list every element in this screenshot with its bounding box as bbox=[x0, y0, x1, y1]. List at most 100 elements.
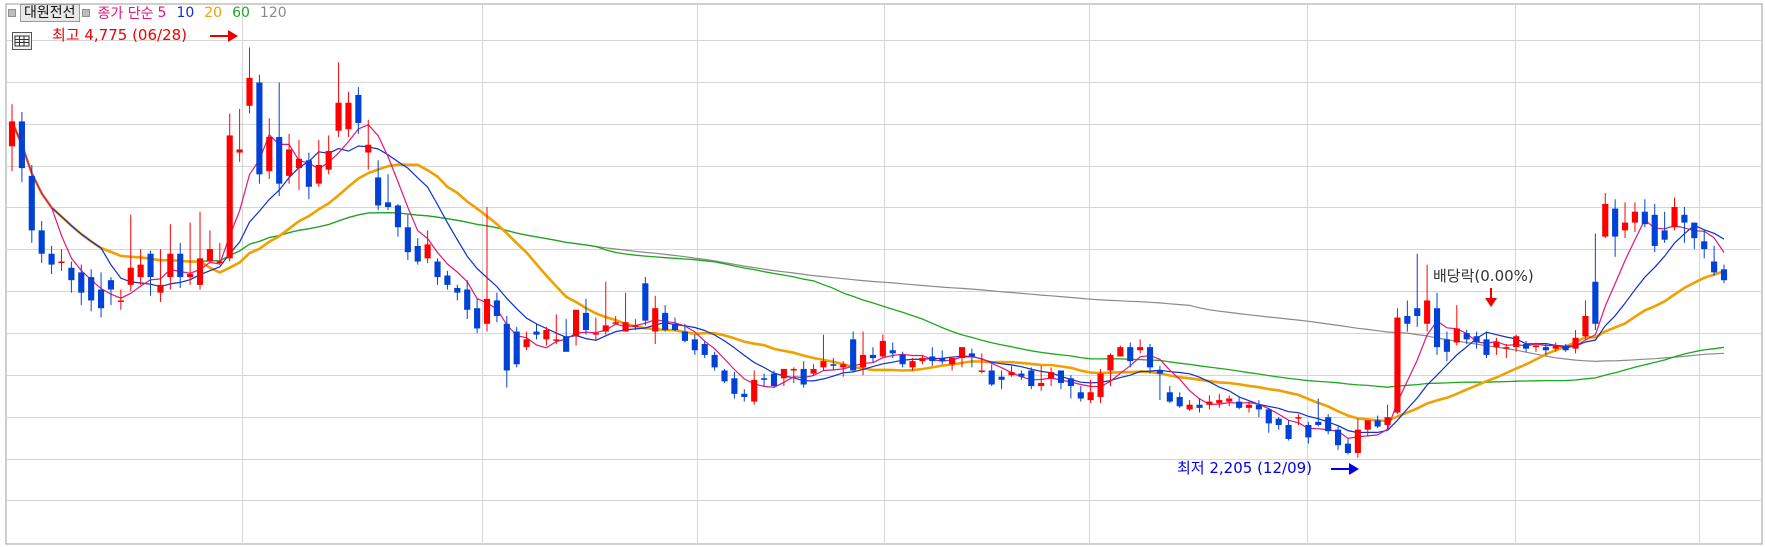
indicator-legend: 대원전선 종가 단순 5 10 20 60 120 bbox=[6, 4, 287, 22]
candle-body bbox=[444, 275, 451, 285]
candle-body bbox=[1008, 372, 1015, 376]
candle-body bbox=[48, 253, 55, 265]
candle-body bbox=[1176, 396, 1183, 407]
candle-body bbox=[127, 267, 134, 285]
table-view-icon[interactable] bbox=[12, 32, 32, 50]
low-arrow-icon bbox=[1331, 461, 1359, 480]
candle-body bbox=[226, 135, 233, 259]
candle-body bbox=[1146, 347, 1154, 368]
candle-body bbox=[988, 370, 995, 385]
candle-body bbox=[582, 312, 590, 331]
candle-body bbox=[1048, 372, 1055, 379]
candle-body bbox=[1473, 336, 1480, 343]
candle-body bbox=[622, 322, 629, 332]
candle-body bbox=[266, 136, 273, 172]
candle-body bbox=[404, 227, 411, 253]
candle-body bbox=[1483, 339, 1490, 355]
candle-body bbox=[761, 378, 768, 380]
candle-body bbox=[1572, 337, 1579, 349]
candle-body bbox=[58, 261, 65, 264]
candle-body bbox=[602, 325, 609, 332]
candle-body bbox=[859, 354, 867, 368]
candle-body bbox=[1404, 315, 1411, 324]
candle-body bbox=[1592, 281, 1599, 324]
candle-body bbox=[1414, 308, 1421, 316]
candle-body bbox=[1067, 378, 1074, 387]
ma-type-label[interactable]: 종가 단순 bbox=[97, 6, 154, 22]
ma10-legend[interactable]: 10 bbox=[176, 5, 195, 21]
candle-body bbox=[1018, 373, 1025, 377]
candle-body bbox=[256, 82, 263, 175]
candle-body bbox=[1097, 373, 1104, 397]
candle-body bbox=[1354, 429, 1361, 453]
candle-body bbox=[681, 331, 688, 341]
ma60-line bbox=[11, 121, 1725, 388]
candle-body bbox=[18, 121, 25, 169]
candle-body bbox=[1602, 203, 1609, 237]
candle-body bbox=[493, 300, 500, 316]
candle-body bbox=[68, 267, 75, 281]
low-price-label: 최저 2,205 (12/09) bbox=[1177, 459, 1313, 477]
candle-body bbox=[8, 121, 16, 147]
candle-body bbox=[355, 94, 362, 123]
candle-body bbox=[1285, 424, 1292, 439]
candle-body bbox=[879, 340, 886, 357]
candle-body bbox=[1651, 214, 1658, 246]
candle-body bbox=[632, 325, 639, 327]
candle-body bbox=[671, 323, 679, 331]
symbol-name-button[interactable]: 대원전선 bbox=[20, 4, 80, 22]
candle-body bbox=[1275, 418, 1282, 425]
ma-settings-icon[interactable] bbox=[81, 9, 90, 17]
dividend-label: 배당락(0.00%) bbox=[1433, 267, 1534, 285]
candle-body bbox=[1127, 347, 1134, 362]
candle-body bbox=[998, 376, 1005, 380]
ma60-legend[interactable]: 60 bbox=[232, 5, 250, 21]
candle-body bbox=[38, 230, 45, 254]
candle-body bbox=[1196, 404, 1203, 408]
candle-body bbox=[770, 373, 778, 387]
settings-handle-icon[interactable] bbox=[8, 9, 16, 17]
candle-body bbox=[1344, 443, 1352, 453]
candle-body bbox=[375, 177, 382, 206]
candle-body bbox=[286, 149, 293, 176]
candle-body bbox=[1117, 347, 1124, 357]
candle-body bbox=[88, 277, 95, 301]
candle-body bbox=[553, 339, 560, 341]
candle-body bbox=[206, 249, 213, 262]
candle-body bbox=[780, 368, 787, 379]
candle-body bbox=[1057, 370, 1065, 383]
candle-body bbox=[434, 261, 441, 278]
candle-body bbox=[1206, 401, 1213, 405]
ma5-legend[interactable]: 5 bbox=[157, 5, 167, 21]
candle-body bbox=[949, 358, 956, 365]
candle-body bbox=[543, 330, 550, 340]
candle-body bbox=[573, 309, 580, 337]
candle-body bbox=[1532, 345, 1540, 348]
candle-body bbox=[1236, 401, 1243, 408]
candle-body bbox=[513, 331, 520, 365]
candle-body bbox=[1711, 261, 1718, 273]
candle-body bbox=[414, 245, 421, 262]
candle-body bbox=[840, 364, 847, 368]
high-price-label: 최고 4,775 (06/28) bbox=[52, 26, 188, 44]
candle-body bbox=[929, 356, 936, 362]
candle-body bbox=[751, 379, 758, 402]
candle-body bbox=[1226, 398, 1233, 402]
candle-body bbox=[810, 368, 817, 374]
candle-body bbox=[483, 298, 491, 324]
candle-body bbox=[1186, 404, 1193, 410]
candle-body bbox=[889, 350, 896, 354]
candle-body bbox=[1424, 300, 1431, 324]
ma20-line bbox=[10, 120, 1725, 423]
candle-body bbox=[1325, 417, 1332, 432]
candle-body bbox=[711, 354, 718, 368]
ma20-legend[interactable]: 20 bbox=[204, 5, 223, 21]
candle-body bbox=[1077, 392, 1084, 399]
candle-body bbox=[97, 289, 105, 309]
candle-body bbox=[721, 370, 728, 382]
candle-body bbox=[325, 150, 332, 170]
candle-body bbox=[1334, 429, 1342, 446]
candle-body bbox=[276, 136, 283, 184]
ma120-legend[interactable]: 120 bbox=[259, 5, 287, 21]
